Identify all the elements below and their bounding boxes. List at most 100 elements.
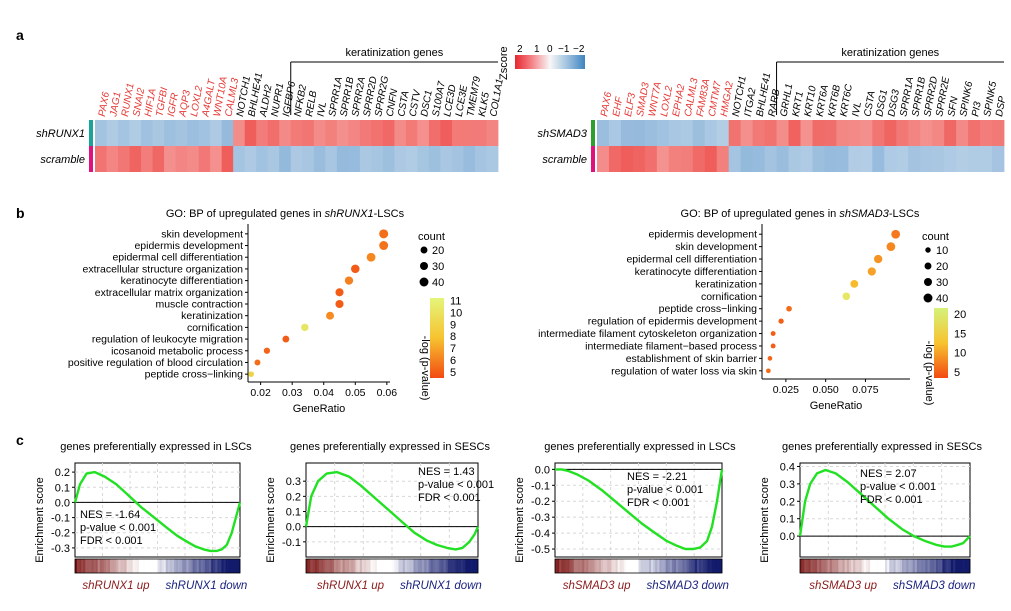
heatmap-cell <box>656 120 670 146</box>
rank-stripe <box>625 559 629 573</box>
heatmap-cell <box>428 146 441 172</box>
pvalue-colorbar <box>430 298 444 378</box>
rank-stripe <box>469 559 472 573</box>
rank-stripe <box>333 559 337 573</box>
rank-stripe <box>340 559 343 573</box>
rank-stripe <box>346 559 350 573</box>
rank-stripe <box>136 559 140 573</box>
rank-stripe <box>167 559 171 573</box>
rank-stripe <box>705 559 708 573</box>
rank-stripe <box>120 559 123 573</box>
rank-stripe <box>355 559 358 573</box>
heatmap-cell <box>279 146 292 172</box>
rank-bar-frame <box>305 558 479 574</box>
heatmap-cell <box>463 120 476 146</box>
go-term-dot <box>786 305 792 312</box>
gene-label: SFN <box>946 95 960 117</box>
heatmap-cell <box>141 146 153 172</box>
heatmap-cell <box>198 146 211 172</box>
rank-stripe <box>829 559 833 573</box>
heatmap-cell <box>620 146 634 172</box>
rank-stripe <box>882 559 886 573</box>
heatmap-cell <box>884 146 897 172</box>
y-tick-label: 0.1 <box>55 482 70 494</box>
rank-stripe <box>946 559 950 573</box>
pvalue-title: -log (p-value) <box>923 341 935 406</box>
x-tick-label: 0.050 <box>813 384 839 396</box>
row-color-bar <box>89 120 93 146</box>
rank-stripe <box>314 559 318 573</box>
gsea-stat: NES = 1.43 <box>418 466 475 478</box>
rank-stripe <box>387 559 391 573</box>
heatmap-cell <box>187 120 200 146</box>
gene-label: EHF <box>611 95 625 117</box>
gsea-up-label: shRUNX1 up <box>82 580 150 592</box>
rank-stripe <box>318 559 322 573</box>
heatmap-cell <box>267 146 280 172</box>
x-tick-label: 0.06 <box>377 387 398 399</box>
rank-stripe <box>221 559 224 573</box>
heatmap-cell <box>164 146 176 172</box>
y-tick-label: 0.1 <box>286 507 301 519</box>
y-tick-label: -0.5 <box>531 544 550 556</box>
rank-stripe <box>825 559 828 573</box>
rank-stripe <box>336 559 339 573</box>
x-tick-label: 0.075 <box>852 384 878 396</box>
go-term-label: skin development <box>161 228 243 240</box>
rank-stripe <box>190 559 193 573</box>
rank-stripe <box>374 559 378 573</box>
go-term-dot <box>263 347 271 354</box>
rank-stripe <box>925 559 928 573</box>
heatmap-cell <box>152 146 165 172</box>
heatmap-cell <box>776 146 789 172</box>
go-term-label: regulation of water loss via skin <box>611 365 757 377</box>
rank-stripe <box>906 559 909 573</box>
rank-stripe <box>961 559 964 573</box>
rank-stripe <box>690 559 694 573</box>
heatmap-cell <box>980 120 993 146</box>
count-legend-value: 10 <box>936 245 948 257</box>
rank-stripe <box>211 559 214 573</box>
heatmap-shrunx1: shRUNX1scramblePAX6JAG1RUNX1SNAI2HIF1ATG… <box>36 47 506 172</box>
heatmap-cell <box>118 146 130 172</box>
heatmap-cell <box>776 120 789 146</box>
rank-stripe <box>713 559 717 573</box>
heatmap-cell <box>716 120 730 146</box>
heatmap-cell <box>417 120 430 146</box>
heatmap-cell <box>405 120 418 146</box>
gene-label: KRT1 <box>791 91 806 118</box>
zscore-tick: 0 <box>547 44 553 55</box>
rank-stripe <box>445 559 449 573</box>
heatmap-cell <box>106 120 119 146</box>
rank-stripe <box>159 559 162 573</box>
heatmap-cell <box>692 120 706 146</box>
go-term-label: keratinocyte differentiation <box>635 266 758 278</box>
panel-a-label: a <box>16 27 24 43</box>
rank-stripe <box>955 559 958 573</box>
x-tick-label: 0.025 <box>773 384 799 396</box>
y-tick-label: 0.2 <box>780 496 795 508</box>
rank-stripe <box>640 559 643 573</box>
panel-b-label: b <box>16 205 25 221</box>
heatmap-cell <box>474 120 487 146</box>
heatmap-cell <box>668 146 682 172</box>
x-axis-title: GeneRatio <box>810 400 863 412</box>
heatmap-cell <box>382 146 395 172</box>
rank-stripe <box>938 559 941 573</box>
go-term-dot <box>379 241 389 251</box>
rank-stripe <box>118 559 121 573</box>
rank-stripe <box>596 559 600 573</box>
rank-stripe <box>644 559 648 573</box>
rank-stripe <box>565 559 568 573</box>
heatmap-cell <box>692 146 706 172</box>
heatmap-cell <box>800 146 813 172</box>
rank-stripe <box>227 559 230 573</box>
y-tick-label: 0.3 <box>780 479 795 491</box>
gsea-stat: FDR < 0.001 <box>860 494 923 506</box>
count-legend-value: 30 <box>432 261 444 273</box>
go-term-label: intermediate filament−based process <box>585 340 757 352</box>
rank-stripe <box>707 559 710 573</box>
rank-stripe <box>385 559 388 573</box>
gene-label: COL1A1 <box>488 78 505 118</box>
pvalue-title: -log (p-value) <box>419 336 431 401</box>
